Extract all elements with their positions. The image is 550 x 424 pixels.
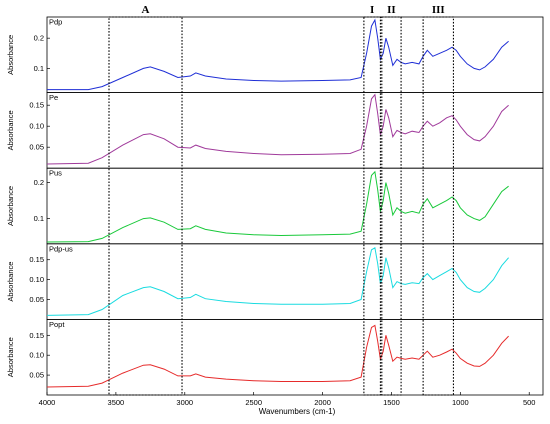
region-label: III [432,4,445,16]
panel-pus: 0.2 0.1 Pus Absorbance [6,167,544,245]
y-axis-label: Absorbance [6,262,15,302]
series-line-pe [46,93,509,165]
chart-panels: 0.2 0.1 Pdp Absorbance 0.15 0.10 0.05 Pe Absorba… [6,16,544,396]
y-tick-label: 0.10 [29,351,44,360]
series-line-pdp-us [46,247,509,316]
y-tick-label: 0.1 [34,64,44,73]
region-label: A [142,4,150,16]
y-tick-label: 0.05 [29,371,44,380]
panel-pdp-us: 0.15 0.10 0.05 Pdp-us Absorbance [6,243,544,320]
panel-popt: 0.15 0.10 0.05 Popt Absorbance [6,318,544,396]
panel-frame [46,318,544,396]
x-axis-label: Wavenumbers (cm-1) [259,407,336,416]
x-tick-label: 4000 [39,398,56,407]
panel-pe: 0.15 0.10 0.05 Pe Absorbance [6,92,544,169]
y-axis-label: Absorbance [6,35,15,75]
panel-frame [46,243,544,320]
y-tick-label: 0.15 [29,255,44,264]
series-line-popt [46,324,509,388]
region-markers: A I II III [108,4,454,396]
panel-label: Popt [49,320,65,329]
y-tick-label: 0.2 [34,178,44,187]
region-box [108,16,183,396]
series-line-pus [46,170,509,243]
y-tick-label: 0.10 [29,122,44,131]
y-tick-label: 0.05 [29,143,44,152]
y-axis-label: Absorbance [6,186,15,226]
panel-label: Pdp [49,18,62,27]
region-label: II [387,4,396,16]
series-line-pdp [47,18,509,91]
region-label: I [370,4,374,16]
y-tick-label: 0.15 [29,331,44,340]
y-tick-label: 0.15 [29,101,44,110]
x-tick-label: 1000 [452,398,469,407]
x-axis: 4000 3500 3000 2500 2000 1500 1000 500 [39,392,536,407]
y-tick-label: 0.05 [29,295,44,304]
panel-label: Pe [49,93,58,102]
x-tick-label: 3500 [108,398,125,407]
x-tick-label: 3000 [176,398,193,407]
x-tick-label: 2500 [245,398,262,407]
y-axis-label: Absorbance [6,110,15,150]
panel-frame [46,167,544,245]
panel-pdp: 0.2 0.1 Pdp Absorbance [6,16,544,93]
x-tick-label: 2000 [314,398,331,407]
x-tick-label: 1500 [383,398,400,407]
panel-label: Pus [49,169,62,178]
y-tick-label: 0.1 [34,214,44,223]
y-tick-label: 0.2 [34,34,44,43]
region-box [363,16,381,396]
y-tick-label: 0.10 [29,275,44,284]
panel-frame [46,92,544,169]
region-box [422,16,454,396]
x-tick-label: 500 [523,398,536,407]
panel-label: Pdp-us [49,244,73,253]
y-axis-label: Absorbance [6,337,15,377]
